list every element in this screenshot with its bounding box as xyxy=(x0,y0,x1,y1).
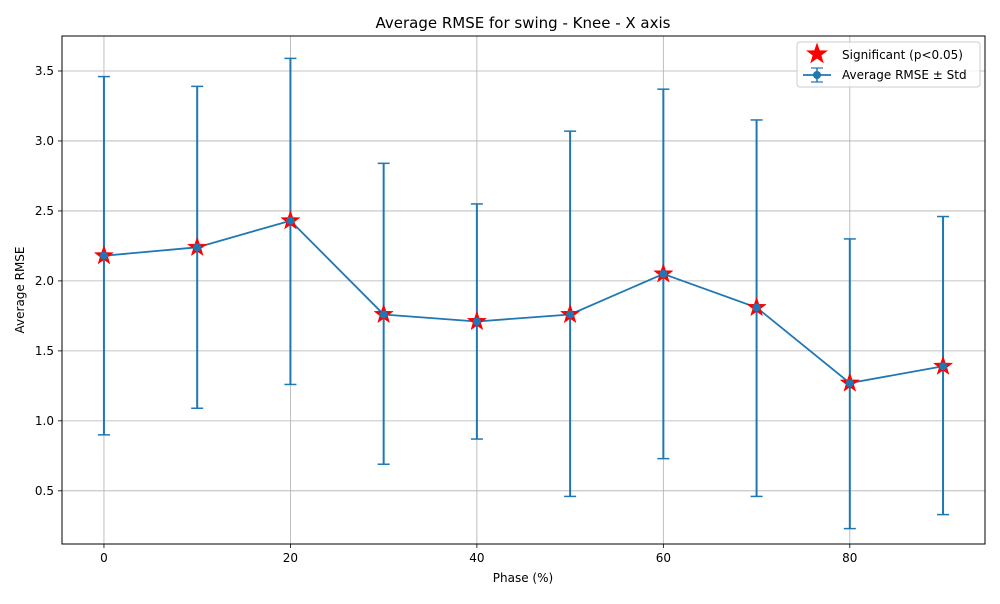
y-tick-label: 3.5 xyxy=(35,64,54,78)
legend-label-average: Average RMSE ± Std xyxy=(842,68,967,82)
star-center-dot xyxy=(566,310,575,319)
x-tick-label: 0 xyxy=(100,551,108,565)
legend-box xyxy=(796,41,981,88)
chart-title: Average RMSE for swing - Knee - X axis xyxy=(376,14,671,32)
grid xyxy=(62,36,985,544)
error-bars xyxy=(97,57,950,530)
star-center-dot xyxy=(193,243,202,252)
star-center-dot xyxy=(379,310,388,319)
y-tick-label: 0.5 xyxy=(35,484,54,498)
star-center-dot xyxy=(286,216,295,225)
x-tick-label: 40 xyxy=(469,551,484,565)
x-axis-label: Phase (%) xyxy=(493,571,553,585)
legend-star-swatch xyxy=(806,42,828,64)
significance-markers xyxy=(93,209,954,392)
series-line xyxy=(103,219,944,385)
star-center-dot xyxy=(845,379,854,388)
y-tick-label: 2.0 xyxy=(35,274,54,288)
x-tick-label: 60 xyxy=(656,551,671,565)
star-center-dot xyxy=(752,303,761,312)
y-axis-label: Average RMSE xyxy=(13,247,27,334)
legend-point-swatch xyxy=(813,71,821,79)
y-tick-label: 2.5 xyxy=(35,204,54,218)
data-series xyxy=(99,216,948,388)
y-tick-label: 1.5 xyxy=(35,344,54,358)
star-center-dot xyxy=(939,362,948,371)
star-center-dot xyxy=(659,269,668,278)
legend-label-significant: Significant (p<0.05) xyxy=(842,48,963,62)
star-center-dot xyxy=(472,317,481,326)
y-tick-label: 3.0 xyxy=(35,134,54,148)
legend: Significant (p<0.05) Average RMSE ± Std xyxy=(796,41,981,88)
plot-frame xyxy=(61,35,986,545)
star-center-dot xyxy=(99,251,108,260)
axis-ticks: 0 20 40 60 80 0.5 1.0 1.5 2.0 2.5 3.0 3.5 xyxy=(35,64,858,565)
x-tick-label: 20 xyxy=(283,551,298,565)
y-tick-label: 1.0 xyxy=(35,414,54,428)
x-tick-label: 80 xyxy=(842,551,857,565)
